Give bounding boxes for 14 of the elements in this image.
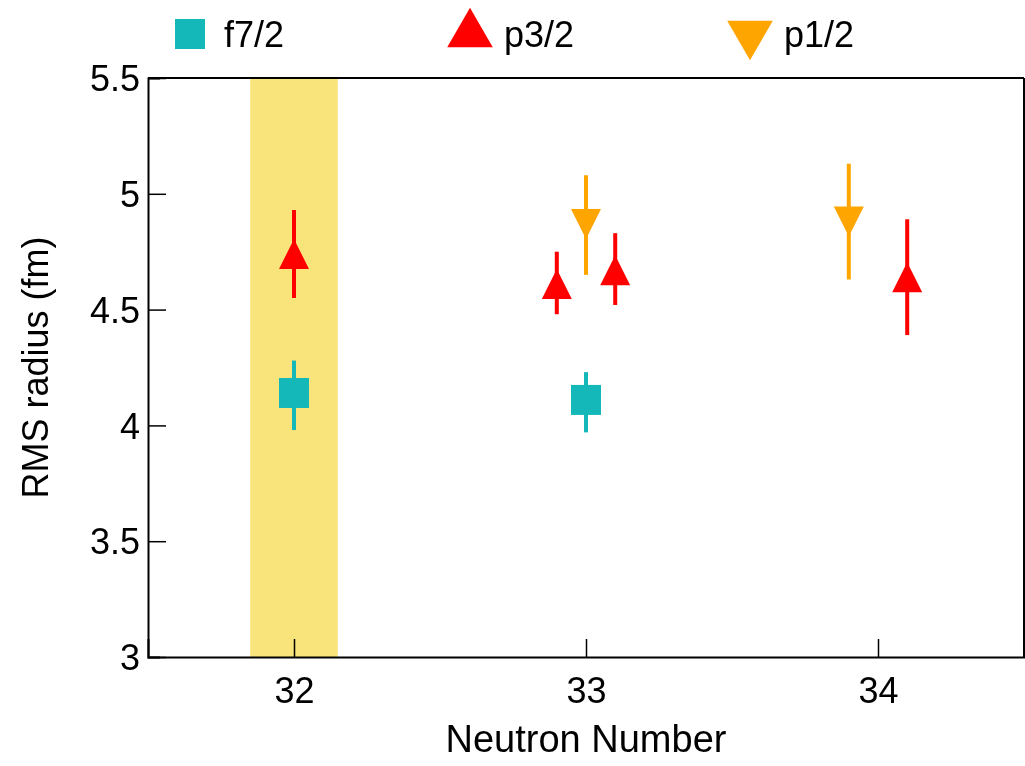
x-axis-title: Neutron Number — [445, 718, 727, 760]
x-tick-label: 34 — [858, 670, 899, 711]
x-tick-label: 33 — [566, 670, 607, 711]
y-tick-label: 4.5 — [89, 289, 140, 331]
legend-label: f7/2 — [224, 13, 285, 55]
y-tick-label: 3 — [119, 637, 140, 679]
y-tick-label: 3.5 — [89, 521, 140, 563]
y-tick-label: 5 — [119, 173, 140, 215]
y-axis-title: RMS radius (fm) — [15, 236, 56, 499]
x-tick-label: 32 — [274, 670, 315, 711]
legend-label: p3/2 — [504, 13, 575, 55]
y-tick-label: 4 — [119, 405, 140, 447]
y-tick-label: 5.5 — [89, 58, 140, 100]
legend-label: p1/2 — [784, 13, 855, 55]
